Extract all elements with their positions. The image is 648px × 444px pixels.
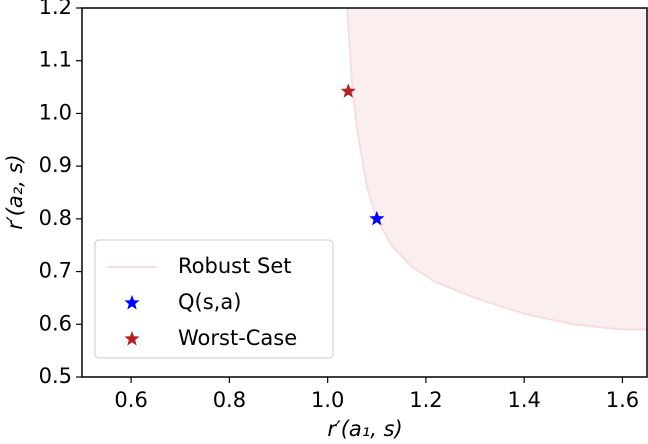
legend-label: Robust Set <box>178 254 291 278</box>
y-tick-label: 0.6 <box>39 311 72 335</box>
x-tick-label: 0.6 <box>114 388 147 412</box>
star-point <box>340 83 356 98</box>
y-tick-label: 0.7 <box>39 259 72 283</box>
plot-frame <box>81 7 648 378</box>
star-point <box>369 210 385 226</box>
y-tick-label: 0.8 <box>39 206 72 230</box>
x-tick-label: 1.4 <box>507 388 540 412</box>
y-tick-label: 0.9 <box>39 153 72 177</box>
x-tick-label: 1.6 <box>606 388 639 412</box>
legend-box <box>94 239 334 359</box>
robust-line <box>346 7 647 331</box>
y-tick-label: 1.2 <box>39 0 72 19</box>
legend-star <box>124 295 140 310</box>
y-axis-label: r′(a₂, s) <box>3 154 27 229</box>
legend-label: Worst-Case <box>178 326 297 350</box>
y-tick-label: 1.1 <box>39 48 72 72</box>
x-tick-label: 1.0 <box>311 388 344 412</box>
legend-label: Q(s,a) <box>178 290 241 314</box>
y-tick-label: 0.5 <box>39 364 72 388</box>
x-tick-label: 1.2 <box>409 388 442 412</box>
x-tick-label: 0.8 <box>213 388 246 412</box>
legend-star <box>124 331 140 346</box>
robust-region <box>347 8 647 330</box>
x-axis-label: r′(a₁, s) <box>327 417 402 441</box>
y-tick-label: 1.0 <box>39 100 72 124</box>
legend: Robust Set Q(s,a) Worst-Case <box>94 239 334 359</box>
